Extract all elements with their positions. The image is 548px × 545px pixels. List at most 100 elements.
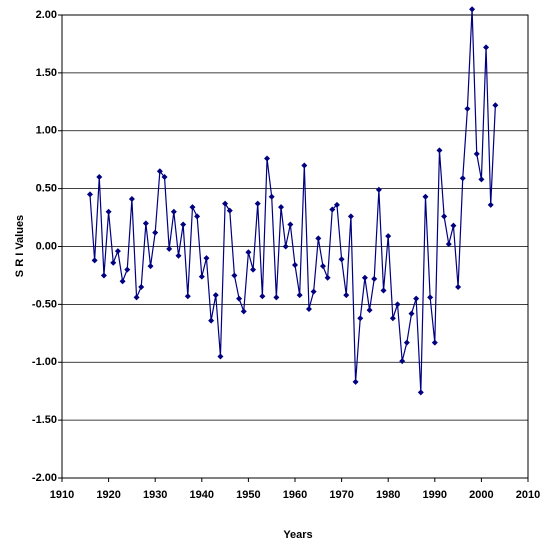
data-point [459, 175, 466, 182]
y-tick-label: 1.50 [36, 67, 57, 79]
data-point [273, 294, 280, 301]
data-point [156, 168, 163, 175]
y-tick-label: -0.50 [32, 298, 57, 310]
data-point [259, 293, 266, 300]
x-tick-label: 1950 [236, 489, 260, 501]
data-point [147, 263, 154, 270]
data-point [357, 315, 364, 322]
y-tick-label: 0.50 [36, 183, 57, 195]
x-tick-label: 1990 [423, 489, 447, 501]
x-tick-label: 2000 [469, 489, 493, 501]
x-tick-label: 1920 [96, 489, 120, 501]
data-point [343, 292, 350, 299]
data-point [142, 220, 149, 227]
data-point [222, 200, 229, 207]
data-point [138, 284, 145, 291]
data-point [380, 287, 387, 294]
data-point [338, 256, 345, 263]
data-point [487, 201, 494, 208]
data-point [408, 310, 415, 317]
data-point [427, 294, 434, 301]
data-point [161, 174, 168, 181]
data-point [436, 147, 443, 154]
data-point [114, 248, 121, 255]
data-point [96, 174, 103, 181]
data-point [91, 257, 98, 264]
x-tick-label: 2010 [516, 489, 540, 501]
x-tick-label: 1940 [190, 489, 214, 501]
data-point [170, 208, 177, 215]
data-point [292, 262, 298, 269]
x-tick-label: 1970 [329, 489, 353, 501]
data-point [217, 353, 224, 360]
data-point [329, 206, 336, 213]
data-point [450, 222, 457, 229]
data-point [305, 306, 312, 313]
data-point [184, 293, 191, 300]
y-tick-label: 2.00 [36, 9, 57, 21]
y-tick-label: -2.00 [32, 472, 57, 484]
data-point [296, 292, 303, 299]
data-point [110, 259, 117, 266]
data-point [417, 389, 424, 396]
x-tick-label: 1930 [143, 489, 167, 501]
data-point [208, 317, 215, 324]
data-point [264, 155, 271, 162]
data-point [492, 102, 499, 109]
data-point [236, 295, 243, 302]
data-point [385, 233, 392, 240]
data-point [212, 292, 219, 299]
data-point [282, 243, 289, 250]
data-point [333, 201, 340, 208]
data-point [278, 204, 285, 211]
data-point [245, 249, 252, 256]
data-point [287, 221, 294, 228]
data-point [189, 204, 196, 211]
data-point [399, 358, 406, 365]
data-point [473, 150, 480, 157]
data-point [124, 266, 131, 273]
data-point [180, 221, 187, 228]
data-point [203, 255, 210, 262]
data-point [133, 294, 140, 301]
data-point [394, 301, 401, 308]
data-point [347, 213, 354, 220]
data-point [268, 193, 275, 200]
data-point [310, 288, 317, 295]
data-line [89, 9, 496, 393]
data-point [464, 105, 471, 112]
data-point [250, 266, 257, 273]
x-axis-label: Years [283, 529, 312, 541]
data-point [105, 208, 112, 215]
x-tick-label: 1960 [283, 489, 307, 501]
x-tick-label: 1980 [376, 489, 400, 501]
data-point [371, 275, 378, 282]
data-point [175, 252, 182, 259]
data-point [389, 315, 396, 322]
data-point [469, 6, 476, 13]
data-point [478, 176, 485, 183]
data-point [483, 44, 490, 51]
data-point [240, 308, 247, 315]
data-point [152, 229, 159, 236]
data-point [422, 193, 429, 200]
data-point [315, 235, 322, 242]
data-point [441, 213, 448, 220]
y-tick-label: 1.00 [36, 125, 57, 137]
data-point [455, 284, 462, 291]
data-point [119, 278, 126, 285]
data-point [301, 162, 308, 169]
y-axis-label: S R I Values [14, 215, 26, 277]
data-point [166, 245, 173, 252]
y-tick-label: -1.00 [32, 356, 57, 368]
data-point [86, 191, 93, 198]
x-tick-label: 1910 [50, 489, 74, 501]
data-point [254, 200, 261, 207]
data-point [352, 378, 359, 385]
data-point [231, 272, 238, 279]
data-point [198, 273, 205, 280]
data-point [375, 186, 382, 193]
data-point [445, 241, 452, 248]
data-point [403, 339, 410, 346]
